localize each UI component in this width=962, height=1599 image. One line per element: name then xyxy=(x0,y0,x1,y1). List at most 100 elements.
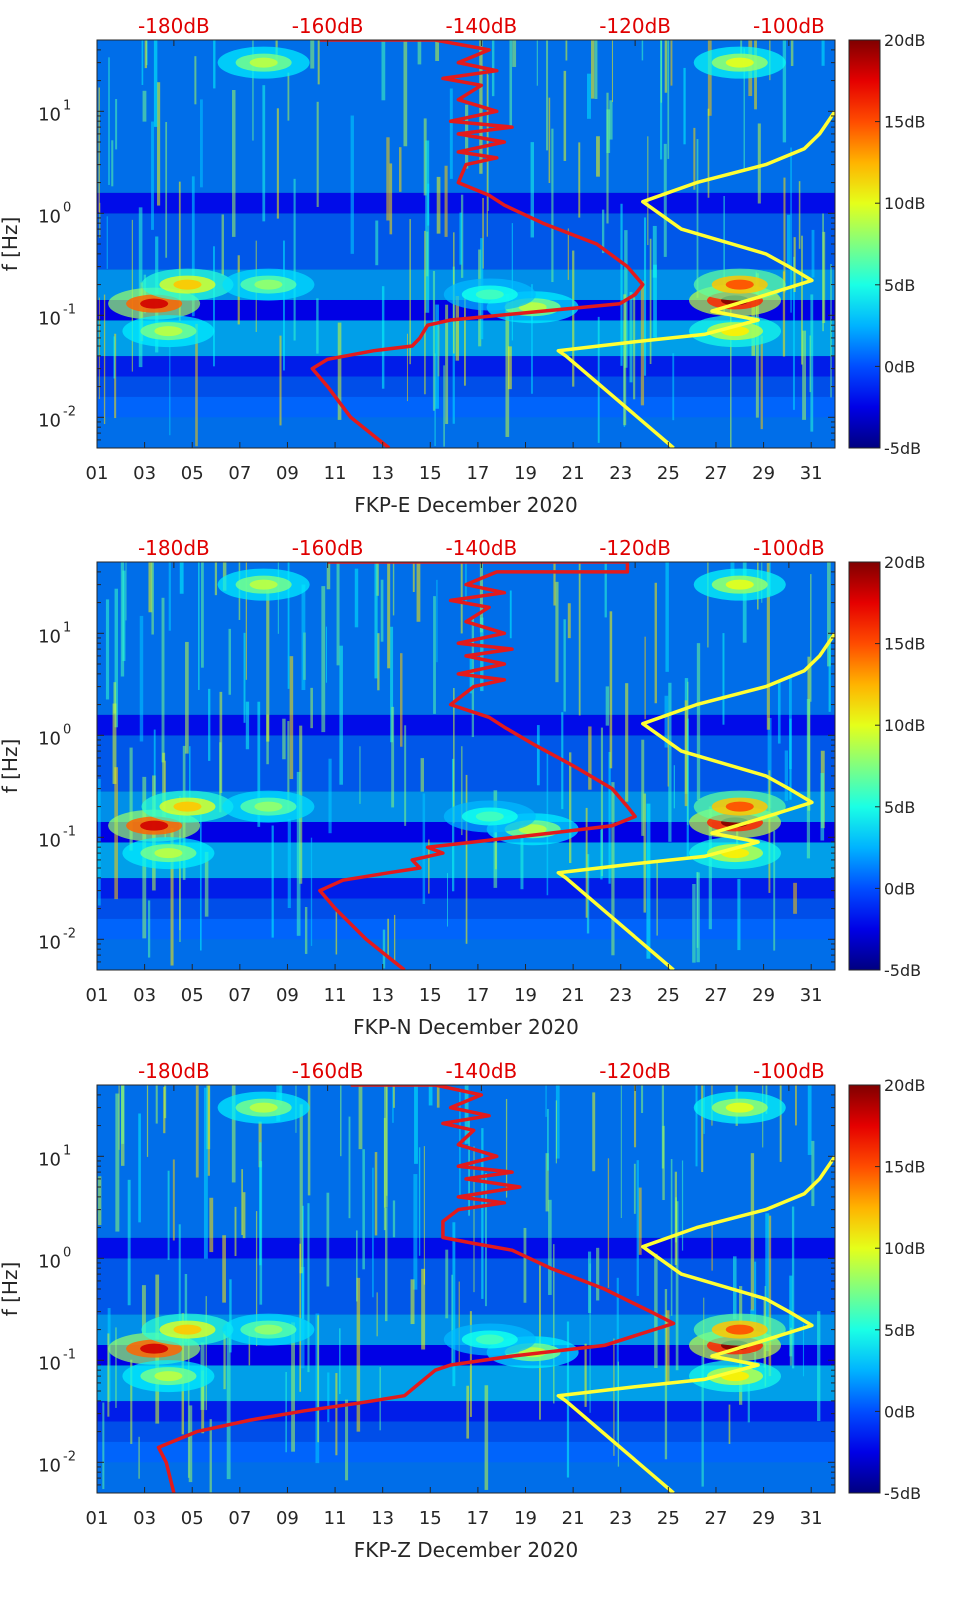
y-tick-label: 10 xyxy=(38,728,61,749)
heatmap-streak xyxy=(414,1085,418,1164)
colorbar-tick-label: 10dB xyxy=(884,194,926,213)
heatmap-streak xyxy=(259,1142,262,1266)
y-tick-exponent: -1 xyxy=(63,824,76,839)
heatmap-streak xyxy=(222,1235,226,1303)
heatmap-streak xyxy=(629,291,633,383)
heatmap-streak xyxy=(664,695,669,748)
heatmap-streak xyxy=(162,752,166,818)
heatmap-streak xyxy=(530,284,533,394)
heatmap-streak xyxy=(316,101,319,207)
heatmap-streak xyxy=(428,839,430,894)
heatmap-streak xyxy=(266,580,270,742)
heatmap-streak xyxy=(423,118,427,196)
heatmap-streak xyxy=(445,304,449,424)
heatmap-streak xyxy=(199,798,202,951)
heatmap-streak xyxy=(611,782,615,956)
heatmap-streak xyxy=(213,246,215,367)
heatmap-streak xyxy=(464,1085,469,1144)
heatmap-streak xyxy=(392,1200,396,1238)
heatmap-streak xyxy=(569,752,572,864)
colorbar-tick-label: 0dB xyxy=(884,1402,915,1421)
heatmap-streak xyxy=(151,562,154,635)
heatmap-streak xyxy=(768,1215,772,1377)
x-tick-label: 09 xyxy=(276,985,299,1006)
heatmap-streak xyxy=(728,1404,731,1444)
y-axis-label: f [Hz] xyxy=(0,1262,22,1317)
heatmap-streak xyxy=(381,40,386,101)
x-tick-label: 15 xyxy=(419,463,442,484)
heatmap-hotspot-core xyxy=(725,57,754,68)
heatmap-streak xyxy=(276,108,279,219)
heatmap-streak xyxy=(409,219,411,365)
heatmap-streak xyxy=(371,1167,374,1298)
x-tick-label: 21 xyxy=(562,463,585,484)
x-tick-label: 11 xyxy=(324,1508,347,1529)
x-tick-label: 05 xyxy=(181,463,204,484)
heatmap-streak xyxy=(566,1321,570,1478)
heatmap-streak xyxy=(665,1310,670,1385)
heatmap-streak xyxy=(146,40,148,66)
heatmap-streak xyxy=(663,143,667,257)
heatmap-streak xyxy=(387,562,391,669)
y-tick-label: 10 xyxy=(38,1353,61,1374)
heatmap-streak xyxy=(555,1100,557,1164)
heatmap-streak xyxy=(125,562,127,621)
y-tick-exponent: -1 xyxy=(63,302,76,317)
heatmap-streak xyxy=(693,127,696,190)
top-tick-label: -160dB xyxy=(292,1059,364,1083)
heatmap-streak xyxy=(508,346,512,390)
heatmap-streak xyxy=(567,603,571,639)
heatmap-streak xyxy=(553,562,556,606)
heatmap-band xyxy=(97,356,835,377)
x-tick-label: 03 xyxy=(133,463,156,484)
y-tick-label: 10 xyxy=(38,1455,61,1476)
x-tick-label: 21 xyxy=(562,1508,585,1529)
heatmap-streak xyxy=(172,1159,175,1241)
y-tick-label: 10 xyxy=(38,932,61,953)
heatmap-hotspot-core xyxy=(518,824,547,835)
heatmap-streak xyxy=(403,40,408,147)
heatmap-streak xyxy=(822,213,824,332)
x-tick-label: 19 xyxy=(514,463,537,484)
heatmap-streak xyxy=(340,1085,342,1157)
heatmap-streak xyxy=(283,240,285,371)
heatmap-streak xyxy=(809,335,812,393)
x-tick-label: 01 xyxy=(86,463,109,484)
heatmap-streak xyxy=(445,1249,449,1319)
x-tick-label: 01 xyxy=(86,1508,109,1529)
heatmap-streak xyxy=(589,1263,591,1413)
heatmap-streak xyxy=(820,773,825,841)
heatmap-streak xyxy=(545,1153,549,1212)
heatmap-streak xyxy=(789,1327,793,1366)
heatmap-streak xyxy=(262,85,266,222)
heatmap-streak xyxy=(198,562,200,690)
heatmap-streak xyxy=(113,682,117,714)
x-tick-label: 23 xyxy=(609,1508,632,1529)
heatmap-streak xyxy=(381,286,385,389)
heatmap-streak xyxy=(487,74,489,211)
psd-curve xyxy=(318,562,637,970)
heatmap-streak xyxy=(588,726,592,790)
y-axis-label: f [Hz] xyxy=(0,739,22,794)
heatmap-streak xyxy=(747,1382,750,1423)
heatmap xyxy=(97,562,835,970)
colorbar-scale xyxy=(848,39,881,449)
heatmap-streak xyxy=(157,82,161,206)
heatmap-streak xyxy=(505,1098,508,1198)
heatmap-streak xyxy=(643,217,647,376)
heatmap-streak xyxy=(146,1085,149,1157)
heatmap-streak xyxy=(138,1113,141,1223)
heatmap-streak xyxy=(773,830,776,951)
heatmap-streak xyxy=(427,183,430,226)
heatmap-streak xyxy=(387,918,389,958)
heatmap-streak xyxy=(620,203,623,366)
heatmap-streak xyxy=(791,1206,795,1369)
heatmap-streak xyxy=(520,821,524,890)
colorbar-tick-label: -5dB xyxy=(884,961,921,980)
heatmap-hotspot-core xyxy=(475,1334,504,1345)
heatmap-streak xyxy=(505,294,510,437)
heatmap-streak xyxy=(567,228,569,280)
